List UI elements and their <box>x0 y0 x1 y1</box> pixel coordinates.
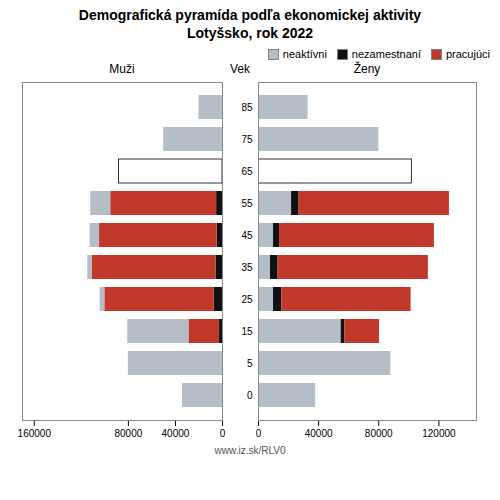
svg-text:0: 0 <box>256 428 262 439</box>
html-text:pracujúci: pracujúci <box>446 48 490 60</box>
svg-text:45: 45 <box>241 230 253 241</box>
svg-text:120000: 120000 <box>422 428 456 439</box>
svg-text:40000: 40000 <box>162 428 190 439</box>
svg-text:85: 85 <box>241 102 253 113</box>
svg-text:15: 15 <box>241 326 253 337</box>
svg-text:35: 35 <box>241 262 253 273</box>
html-text:www.iz.sk/RLV0: www.iz.sk/RLV0 <box>214 445 286 456</box>
html-text:nezamestnaní: nezamestnaní <box>351 48 421 60</box>
svg-text:0: 0 <box>220 428 226 439</box>
svg-text:40000: 40000 <box>305 428 333 439</box>
svg-text:75: 75 <box>241 134 253 145</box>
html-text:Vek: Vek <box>230 62 250 76</box>
svg-text:160000: 160000 <box>18 428 52 439</box>
html-text:Ženy: Ženy <box>353 62 381 76</box>
svg-text:55: 55 <box>241 198 253 209</box>
svg-text:65: 65 <box>241 166 253 177</box>
html-text:Muži: Muži <box>109 62 135 76</box>
svg-text:5: 5 <box>247 358 253 369</box>
svg-text:25: 25 <box>241 294 253 305</box>
html-text:Demografická pyramída podľa ek: Demografická pyramída podľa ekonomickej … <box>78 7 422 23</box>
svg-text:80000: 80000 <box>365 428 393 439</box>
html-text:neaktívni: neaktívni <box>282 48 327 60</box>
svg-text:80000: 80000 <box>114 428 142 439</box>
svg-text:0: 0 <box>247 390 253 401</box>
html-text:Lotyšsko, rok 2022: Lotyšsko, rok 2022 <box>187 25 313 41</box>
